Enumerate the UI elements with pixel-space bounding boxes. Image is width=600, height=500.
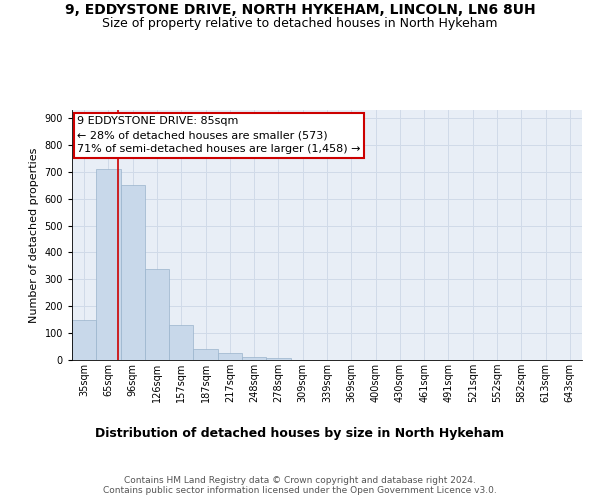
Bar xyxy=(145,268,169,360)
Bar xyxy=(72,320,96,360)
Text: 9 EDDYSTONE DRIVE: 85sqm
← 28% of detached houses are smaller (573)
71% of semi-: 9 EDDYSTONE DRIVE: 85sqm ← 28% of detach… xyxy=(77,116,361,154)
Text: 9, EDDYSTONE DRIVE, NORTH HYKEHAM, LINCOLN, LN6 8UH: 9, EDDYSTONE DRIVE, NORTH HYKEHAM, LINCO… xyxy=(65,2,535,16)
Bar xyxy=(96,169,121,360)
Bar xyxy=(218,354,242,360)
Bar xyxy=(121,186,145,360)
Bar xyxy=(242,358,266,360)
Bar xyxy=(169,325,193,360)
Bar xyxy=(266,358,290,360)
Text: Contains HM Land Registry data © Crown copyright and database right 2024.
Contai: Contains HM Land Registry data © Crown c… xyxy=(103,476,497,495)
Text: Size of property relative to detached houses in North Hykeham: Size of property relative to detached ho… xyxy=(102,18,498,30)
Bar xyxy=(193,349,218,360)
Y-axis label: Number of detached properties: Number of detached properties xyxy=(29,148,39,322)
Text: Distribution of detached houses by size in North Hykeham: Distribution of detached houses by size … xyxy=(95,428,505,440)
